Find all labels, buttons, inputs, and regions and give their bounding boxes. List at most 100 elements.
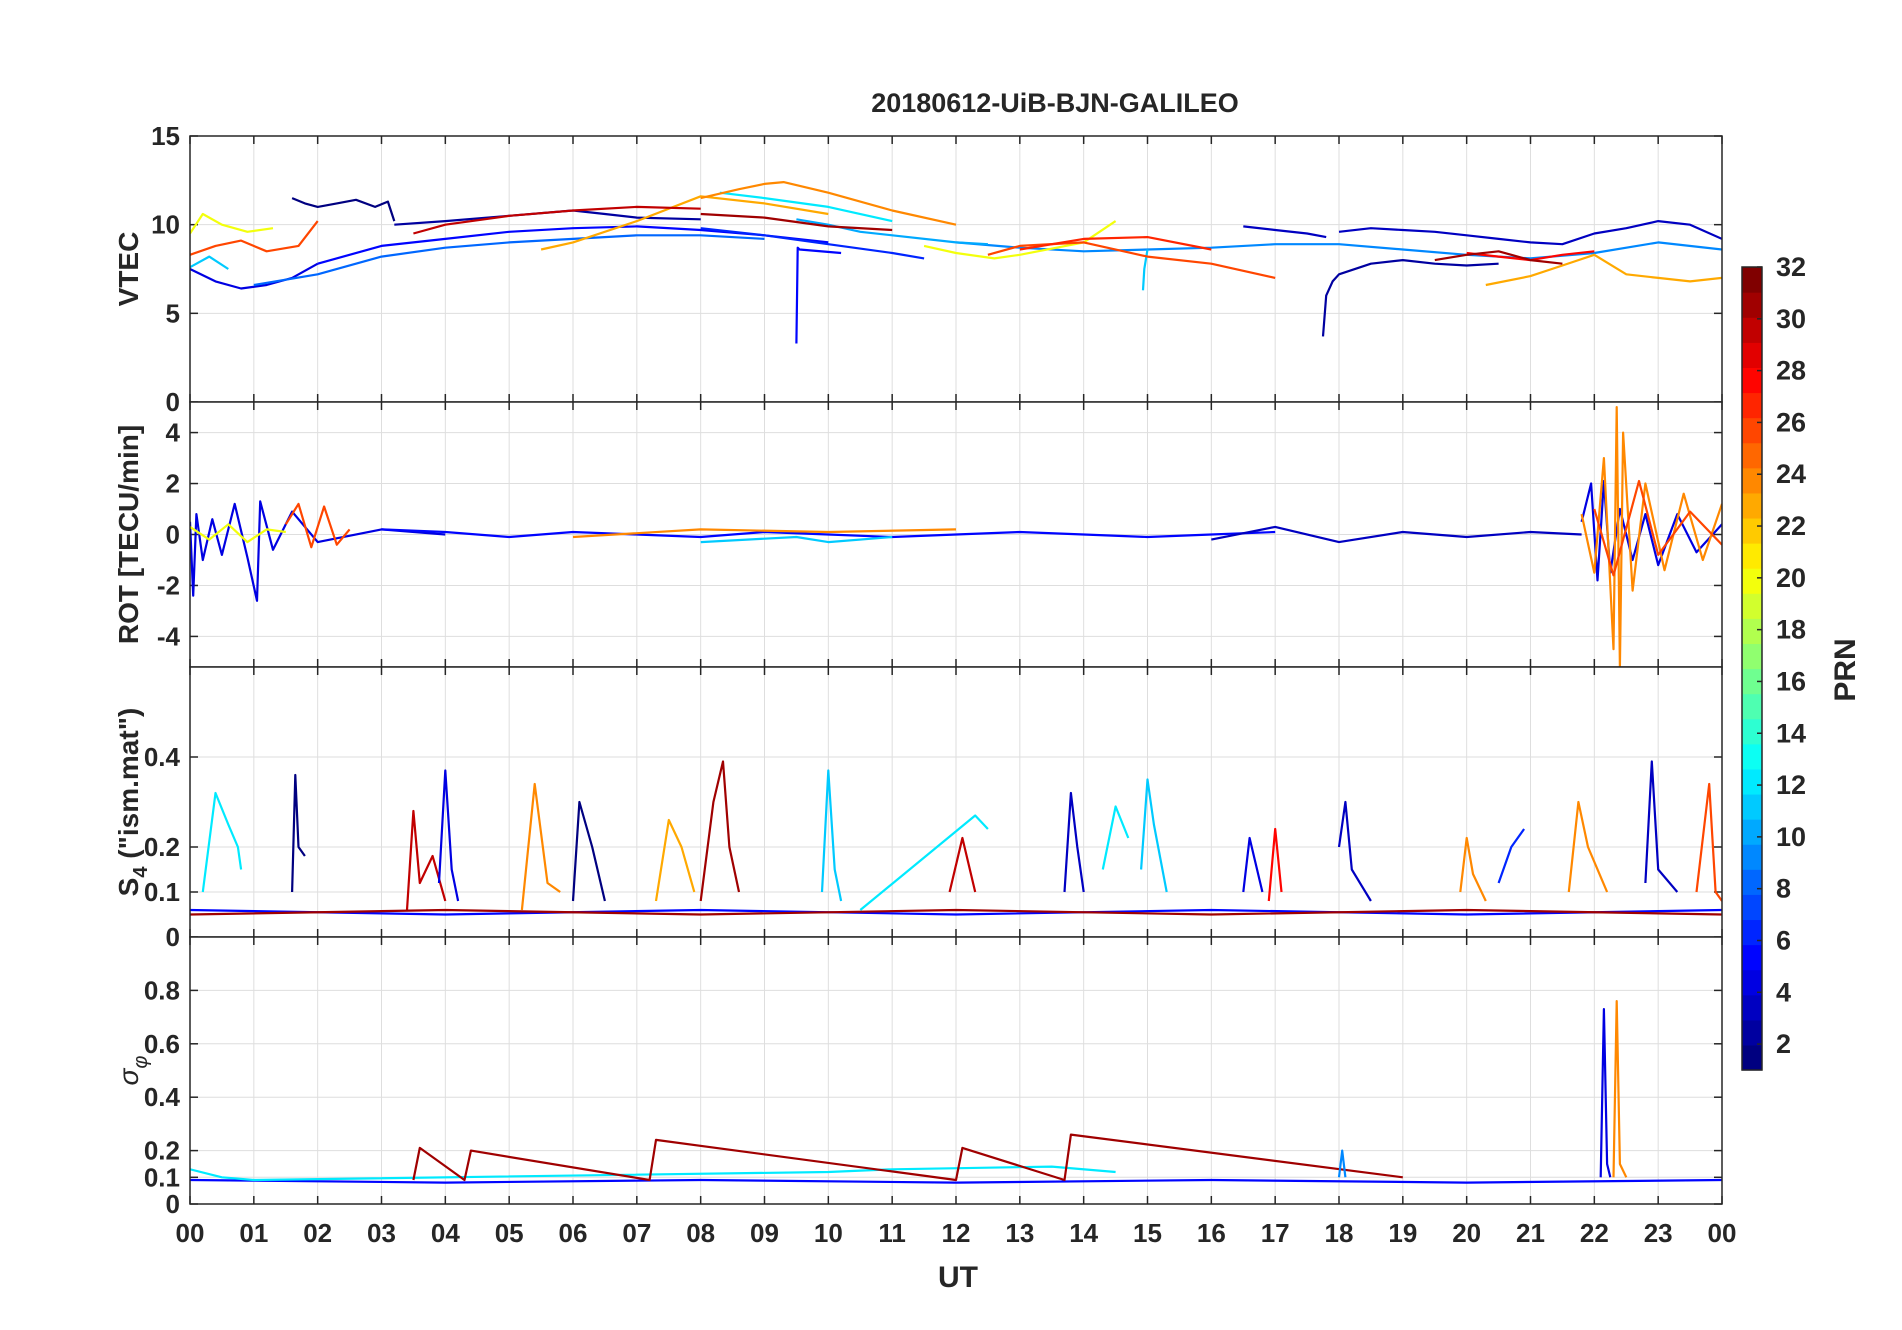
colorbar-segment	[1742, 869, 1762, 895]
series-line-prn-28	[1267, 827, 1283, 902]
x-tick-label: 22	[1580, 1218, 1609, 1248]
x-tick-label: 06	[559, 1218, 588, 1248]
colorbar-frame	[1741, 266, 1763, 1071]
x-axis-label: UT	[938, 1261, 978, 1294]
series-line-prn-11	[820, 769, 843, 902]
y-axis-label: VTEC	[113, 232, 144, 307]
series-line-prn-24	[1459, 836, 1487, 902]
series-line-prn-12	[201, 791, 243, 893]
colorbar-segment	[1742, 819, 1762, 845]
series-line-prn-5	[190, 1178, 1722, 1184]
y-tick-label: 0	[166, 922, 180, 952]
series-line-prn-30	[405, 809, 447, 911]
series-line-prn-30	[948, 836, 977, 893]
x-tick-label: 01	[239, 1218, 268, 1248]
panel-vtec: 0 5 10 15 VTEC	[113, 121, 1723, 417]
series-line-prn-24	[1580, 406, 1722, 667]
x-tick-label: 00	[1708, 1218, 1737, 1248]
panel-s4: 0 0.1 0.2 0.4S4 ("ism.mat")	[113, 666, 1723, 952]
colorbar-tick-label: 26	[1776, 407, 1806, 437]
x-tick-label: 19	[1388, 1218, 1417, 1248]
x-tick-label: 10	[814, 1218, 843, 1248]
series-line-prn-4	[190, 262, 319, 290]
series-line-prn-12	[859, 814, 989, 911]
x-tick-label: 09	[750, 1218, 779, 1248]
series-line-prn-24	[1567, 800, 1609, 893]
series-line-prn-2	[1321, 259, 1499, 337]
colorbar-segment	[1742, 994, 1762, 1021]
colorbar-tick-label: 6	[1776, 925, 1791, 955]
colorbar-segment	[1742, 718, 1762, 745]
x-tick-label: 03	[367, 1218, 396, 1248]
colorbar-tick-label: 28	[1776, 356, 1806, 386]
colorbar-segment	[1742, 467, 1762, 494]
colorbar-segment	[1742, 969, 1762, 996]
colorbar-segment	[1742, 894, 1762, 921]
colorbar-tick-label: 32	[1776, 252, 1806, 282]
x-tick-label: 08	[686, 1218, 715, 1248]
series-line-prn-11	[700, 535, 893, 544]
series-line-prn-24	[1612, 999, 1628, 1178]
y-tick-label: 0	[166, 387, 180, 417]
colorbar-segment	[1742, 517, 1762, 544]
series-line-prn-26	[284, 502, 351, 549]
x-tick-label: 11	[878, 1218, 906, 1248]
colorbar-segment	[1742, 267, 1762, 293]
colorbar-segment	[1742, 693, 1762, 720]
x-tick-label: 12	[942, 1218, 971, 1248]
series-line-prn-26	[1593, 479, 1722, 577]
colorbar-tick-label: 16	[1776, 666, 1806, 696]
y-tick-label: 0.4	[144, 742, 181, 772]
series-line-prn-3	[1243, 225, 1327, 239]
series-line-prn-26	[190, 220, 319, 256]
series-line-prn-4	[190, 500, 446, 602]
series-line-prn-3	[1338, 220, 1722, 246]
y-axis-label: S4 ("ism.mat")	[113, 708, 152, 897]
series-line-prn-6	[700, 227, 925, 260]
colorbar-tick-label: 14	[1776, 718, 1806, 748]
series-line-prn-26	[987, 241, 1276, 279]
colorbar-segment	[1742, 919, 1762, 946]
series-line-prn-31	[699, 760, 741, 902]
y-tick-label: 0.1	[144, 877, 180, 907]
series-line-prn-23	[1485, 253, 1722, 287]
x-tick-label: 21	[1516, 1218, 1545, 1248]
y-tick-label: 0.6	[144, 1029, 180, 1059]
series-line-prn-4	[1599, 1007, 1612, 1178]
colorbar-segment	[1742, 342, 1762, 368]
colorbar-segment	[1742, 844, 1762, 870]
series-line-prn-4	[1242, 836, 1264, 893]
y-tick-label: 15	[151, 121, 180, 151]
x-tick-label: 14	[1069, 1218, 1098, 1248]
colorbar-segment	[1742, 793, 1762, 820]
y-tick-label: -4	[157, 621, 181, 651]
y-tick-label: 10	[151, 210, 180, 240]
series-line-prn-3	[1063, 791, 1085, 893]
colorbar-segment	[1742, 593, 1762, 619]
colorbar-segment	[1742, 543, 1762, 569]
y-axis-label: σφ	[113, 1056, 152, 1086]
colorbar-tick-label: 2	[1776, 1029, 1791, 1059]
colorbar-segment	[1742, 1019, 1762, 1046]
y-tick-label: 0	[166, 520, 180, 550]
x-tick-label: 20	[1452, 1218, 1481, 1248]
panel-sigma-phi: 00.10.2 0.4 0.6 0.8 σφ	[113, 936, 1723, 1219]
y-tick-label: 0.2	[144, 1136, 180, 1166]
colorbar-segment	[1742, 317, 1762, 343]
series-line-prn-5	[190, 908, 1722, 916]
figure-title: 20180612-UiB-BJN-GALILEO	[871, 88, 1239, 118]
y-tick-label: 4	[166, 418, 181, 448]
series-line-prn-26	[1695, 782, 1722, 902]
series-line-prn-31	[412, 1133, 1403, 1182]
colorbar-tick-label: 10	[1776, 822, 1806, 852]
series-line-prn-3	[1337, 800, 1372, 902]
colorbar-tick-label: 4	[1776, 977, 1791, 1007]
colorbar-segment	[1742, 1044, 1762, 1071]
colorbar-segment	[1742, 768, 1762, 795]
series-line-prn-24	[572, 528, 957, 539]
x-tick-label: 23	[1644, 1218, 1673, 1248]
series-line-prn-27	[1019, 236, 1212, 251]
x-tick-label: 13	[1005, 1218, 1034, 1248]
x-tick-label: 04	[431, 1218, 460, 1248]
